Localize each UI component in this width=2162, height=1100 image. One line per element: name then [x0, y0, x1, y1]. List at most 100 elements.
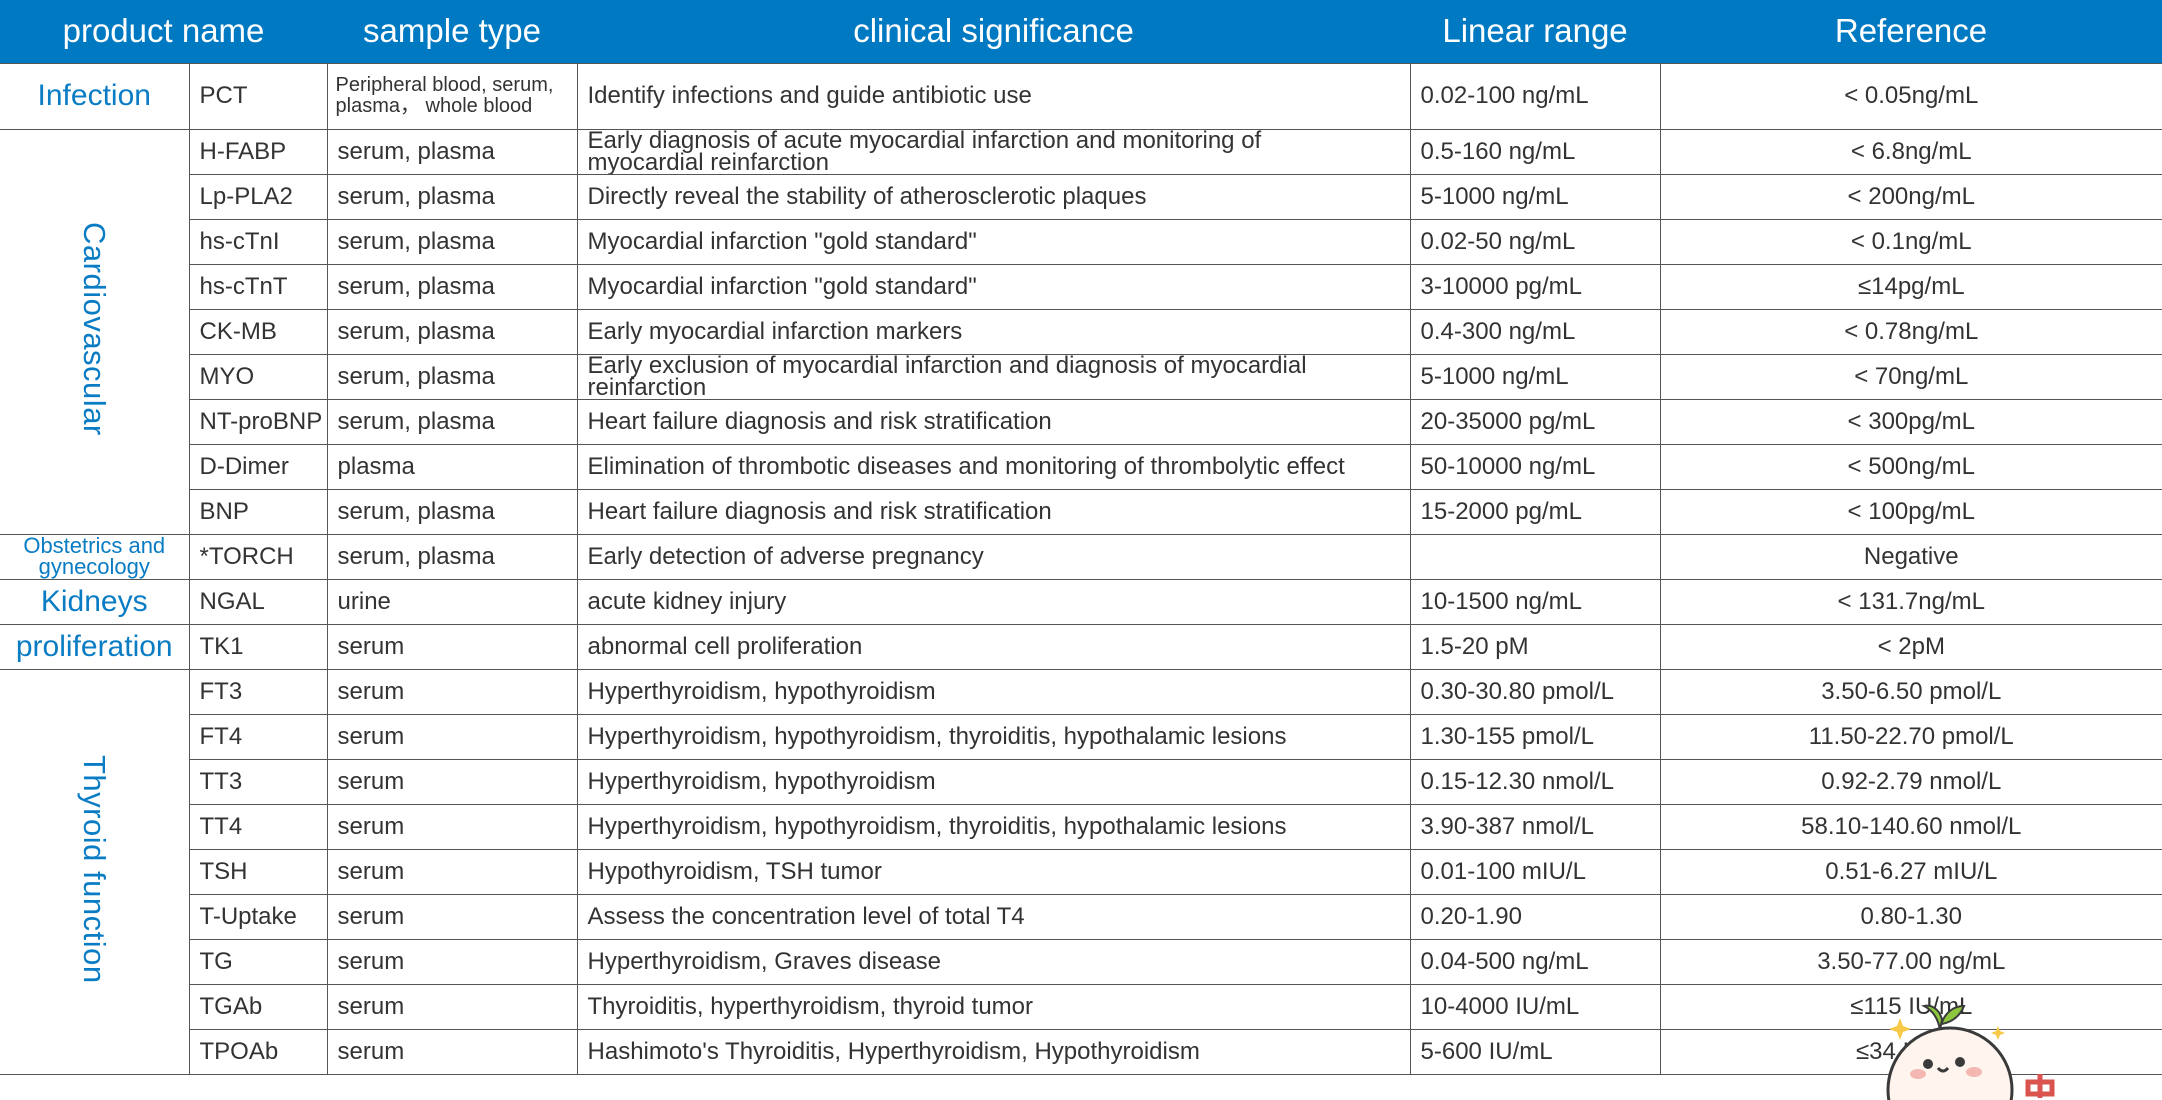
- significance-cell: Myocardial infarction "gold standard": [576, 218, 1411, 265]
- product-cell: PCT: [188, 62, 328, 130]
- table-row: FT4 serum Hyperthyroidism, hypothyroidis…: [0, 713, 2162, 760]
- reference-cell: 3.50-6.50 pmol/L: [1659, 668, 2162, 715]
- reference-cell: < 500ng/mL: [1659, 443, 2162, 490]
- significance-cell: Hyperthyroidism, hypothyroidism, thyroid…: [576, 803, 1411, 850]
- sample-cell: serum: [326, 713, 578, 760]
- product-cell: TT4: [188, 803, 328, 850]
- sample-cell: serum, plasma: [326, 173, 578, 220]
- sample-cell: serum: [326, 803, 578, 850]
- table-row: TG serum Hyperthyroidism, Graves disease…: [0, 938, 2162, 985]
- sample-cell: Peripheral blood, serum, plasma， whole b…: [326, 62, 578, 130]
- table-row: TT3 serum Hyperthyroidism, hypothyroidis…: [0, 758, 2162, 805]
- table-row: hs-cTnI serum, plasma Myocardial infarct…: [0, 218, 2162, 265]
- sample-cell: serum: [326, 983, 578, 1030]
- table-row: TPOAb serum Hashimoto's Thyroiditis, Hyp…: [0, 1028, 2162, 1075]
- reference-cell: < 131.7ng/mL: [1659, 578, 2162, 625]
- significance-cell: Assess the concentration level of total …: [576, 893, 1411, 940]
- product-cell: FT3: [188, 668, 328, 715]
- table-row: TSH serum Hypothyroidism, TSH tumor 0.01…: [0, 848, 2162, 895]
- sample-cell: serum: [326, 893, 578, 940]
- reference-cell: ≤14pg/mL: [1659, 263, 2162, 310]
- sample-cell: serum: [326, 623, 578, 670]
- product-cell: NGAL: [188, 578, 328, 625]
- product-cell: NT-proBNP: [188, 398, 328, 445]
- table-row: NT-proBNP serum, plasma Heart failure di…: [0, 398, 2162, 445]
- range-cell: 15-2000 pg/mL: [1409, 488, 1661, 535]
- range-cell: [1409, 533, 1661, 580]
- reference-cell: 0.92-2.79 nmol/L: [1659, 758, 2162, 805]
- reference-cell: ≤115 IU/mL: [1659, 983, 2162, 1030]
- product-cell: TSH: [188, 848, 328, 895]
- range-cell: 0.02-50 ng/mL: [1409, 218, 1661, 265]
- significance-cell: Hyperthyroidism, hypothyroidism: [576, 668, 1411, 715]
- table-row: D-Dimer plasma Elimination of thrombotic…: [0, 443, 2162, 490]
- reference-cell: 0.80-1.30: [1659, 893, 2162, 940]
- sample-cell: serum: [326, 848, 578, 895]
- range-cell: 50-10000 ng/mL: [1409, 443, 1661, 490]
- range-cell: 3.90-387 nmol/L: [1409, 803, 1661, 850]
- range-cell: 0.02-100 ng/mL: [1409, 62, 1661, 130]
- range-cell: 5-1000 ng/mL: [1409, 173, 1661, 220]
- sample-cell: serum, plasma: [326, 353, 578, 400]
- sample-cell: serum, plasma: [326, 263, 578, 310]
- header-clinical-significance: clinical significance: [577, 0, 1411, 63]
- product-cell: BNP: [188, 488, 328, 535]
- product-cell: TPOAb: [188, 1028, 328, 1075]
- significance-cell: Hashimoto's Thyroiditis, Hyperthyroidism…: [576, 1028, 1411, 1075]
- table-row: hs-cTnT serum, plasma Myocardial infarct…: [0, 263, 2162, 310]
- range-cell: 1.30-155 pmol/L: [1409, 713, 1661, 760]
- header-reference: Reference: [1660, 0, 2162, 63]
- range-cell: 0.20-1.90: [1409, 893, 1661, 940]
- header-product-name: product name: [0, 0, 328, 63]
- sample-cell: serum: [326, 668, 578, 715]
- category-kidneys: Kidneys: [0, 578, 190, 625]
- reference-cell: < 200ng/mL: [1659, 173, 2162, 220]
- table-row: TT4 serum Hyperthyroidism, hypothyroidis…: [0, 803, 2162, 850]
- table-row: CK-MB serum, plasma Early myocardial inf…: [0, 308, 2162, 355]
- table-header-row: product name sample type clinical signif…: [0, 0, 2162, 63]
- table-row: Kidneys NGAL urine acute kidney injury 1…: [0, 578, 2162, 625]
- table-row: TGAb serum Thyroiditis, hyperthyroidism,…: [0, 983, 2162, 1030]
- product-cell: Lp-PLA2: [188, 173, 328, 220]
- product-cell: D-Dimer: [188, 443, 328, 490]
- sample-cell: serum: [326, 1028, 578, 1075]
- table-row: proliferation TK1 serum abnormal cell pr…: [0, 623, 2162, 670]
- product-cell: TK1: [188, 623, 328, 670]
- table-row: T-Uptake serum Assess the concentration …: [0, 893, 2162, 940]
- reference-cell: < 0.78ng/mL: [1659, 308, 2162, 355]
- reference-cell: < 70ng/mL: [1659, 353, 2162, 400]
- significance-cell: Early diagnosis of acute myocardial infa…: [576, 128, 1411, 175]
- sample-cell: serum, plasma: [326, 128, 578, 175]
- category-thyroid: Thyroid function: [0, 668, 190, 1075]
- range-cell: 5-600 IU/mL: [1409, 1028, 1661, 1075]
- mascot-face-icon: [1886, 1026, 2014, 1100]
- decorative-glyph-icon: [2025, 1074, 2055, 1098]
- range-cell: 3-10000 pg/mL: [1409, 263, 1661, 310]
- reference-cell: < 300pg/mL: [1659, 398, 2162, 445]
- reference-cell: < 0.05ng/mL: [1659, 62, 2162, 130]
- reference-cell: 58.10-140.60 nmol/L: [1659, 803, 2162, 850]
- table-row: Obstetrics and gynecology *TORCH serum, …: [0, 533, 2162, 580]
- range-cell: 0.5-160 ng/mL: [1409, 128, 1661, 175]
- product-cell: hs-cTnT: [188, 263, 328, 310]
- header-sample-type: sample type: [327, 0, 578, 63]
- significance-cell: Thyroiditis, hyperthyroidism, thyroid tu…: [576, 983, 1411, 1030]
- significance-cell: Hyperthyroidism, hypothyroidism, thyroid…: [576, 713, 1411, 760]
- product-cell: TGAb: [188, 983, 328, 1030]
- reference-cell: < 100pg/mL: [1659, 488, 2162, 535]
- significance-cell: Myocardial infarction "gold standard": [576, 263, 1411, 310]
- header-linear-range: Linear range: [1410, 0, 1661, 63]
- product-cell: CK-MB: [188, 308, 328, 355]
- reference-cell: 0.51-6.27 mIU/L: [1659, 848, 2162, 895]
- product-cell: hs-cTnI: [188, 218, 328, 265]
- range-cell: 0.4-300 ng/mL: [1409, 308, 1661, 355]
- sample-cell: serum, plasma: [326, 398, 578, 445]
- significance-cell: Identify infections and guide antibiotic…: [576, 62, 1411, 130]
- significance-cell: Early myocardial infarction markers: [576, 308, 1411, 355]
- significance-cell: Directly reveal the stability of atheros…: [576, 173, 1411, 220]
- category-obstetrics: Obstetrics and gynecology: [0, 533, 190, 580]
- product-table: product name sample type clinical signif…: [0, 0, 2162, 1075]
- sample-cell: serum: [326, 938, 578, 985]
- reference-cell: < 2pM: [1659, 623, 2162, 670]
- significance-cell: Hyperthyroidism, hypothyroidism: [576, 758, 1411, 805]
